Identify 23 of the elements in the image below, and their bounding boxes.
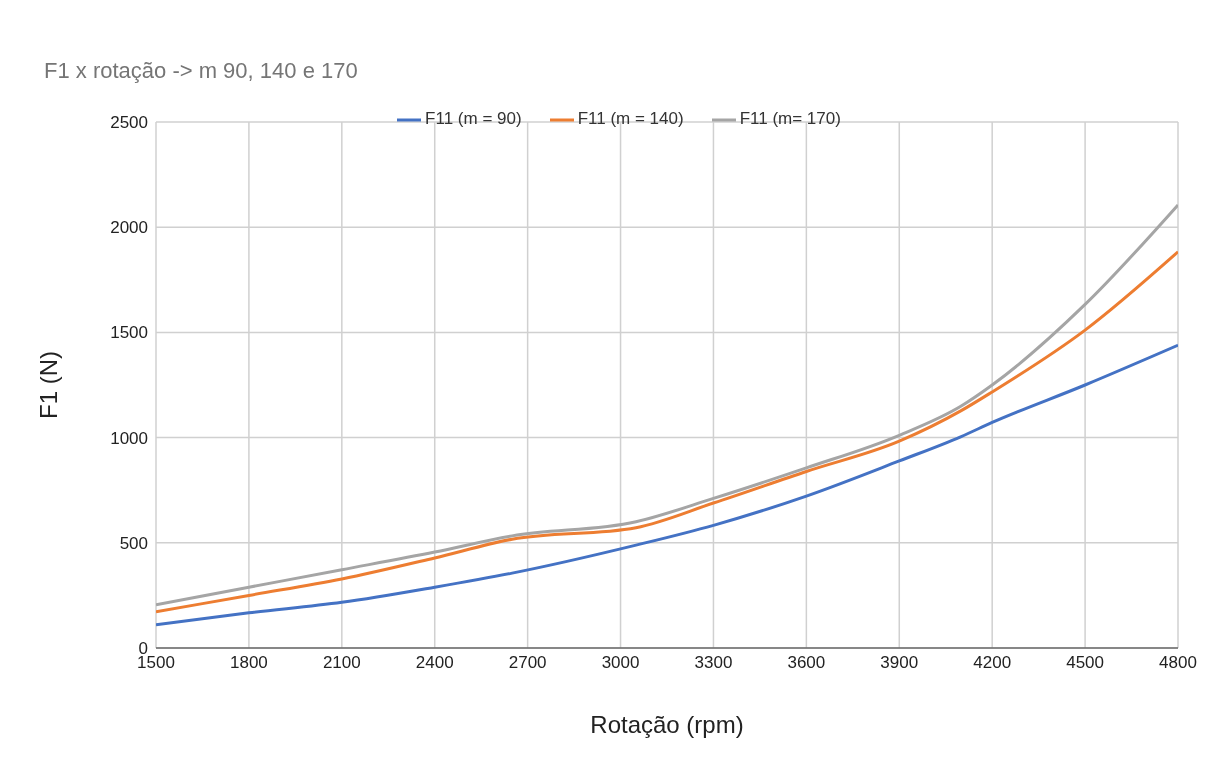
x-tick-label: 3900 bbox=[880, 653, 919, 673]
x-tick-label: 2700 bbox=[508, 653, 547, 673]
x-tick-label: 4500 bbox=[1066, 653, 1105, 673]
y-tick-label: 1500 bbox=[110, 323, 148, 343]
line-series bbox=[156, 343, 1178, 627]
y-tick-label: 500 bbox=[119, 533, 148, 553]
legend-label: F11 (m = 90) bbox=[425, 109, 522, 129]
y-tick-label: 2500 bbox=[110, 113, 148, 133]
x-tick-label: 2400 bbox=[415, 653, 454, 673]
x-tick-label: 4800 bbox=[1159, 653, 1197, 673]
x-tick-label: 1800 bbox=[230, 653, 268, 673]
x-tick-label: 4200 bbox=[973, 653, 1012, 673]
y-tick-label: 1000 bbox=[110, 428, 148, 448]
x-tick-label: 3600 bbox=[787, 653, 826, 673]
x-tick-label: 2100 bbox=[322, 653, 361, 673]
legend-label: F11 (m = 140) bbox=[577, 109, 684, 129]
legend-label: F11 (m= 170) bbox=[739, 109, 841, 129]
x-tick-label: 3000 bbox=[601, 653, 640, 673]
chart-title: F1 x rotação -> m 90, 140 e 170 bbox=[44, 58, 358, 84]
y-axis-title: F1 (N) bbox=[34, 351, 62, 419]
x-axis-title: Rotação (rpm) bbox=[590, 711, 744, 738]
y-tick-label: 2000 bbox=[110, 218, 148, 238]
x-tick-label: 3300 bbox=[694, 653, 733, 673]
